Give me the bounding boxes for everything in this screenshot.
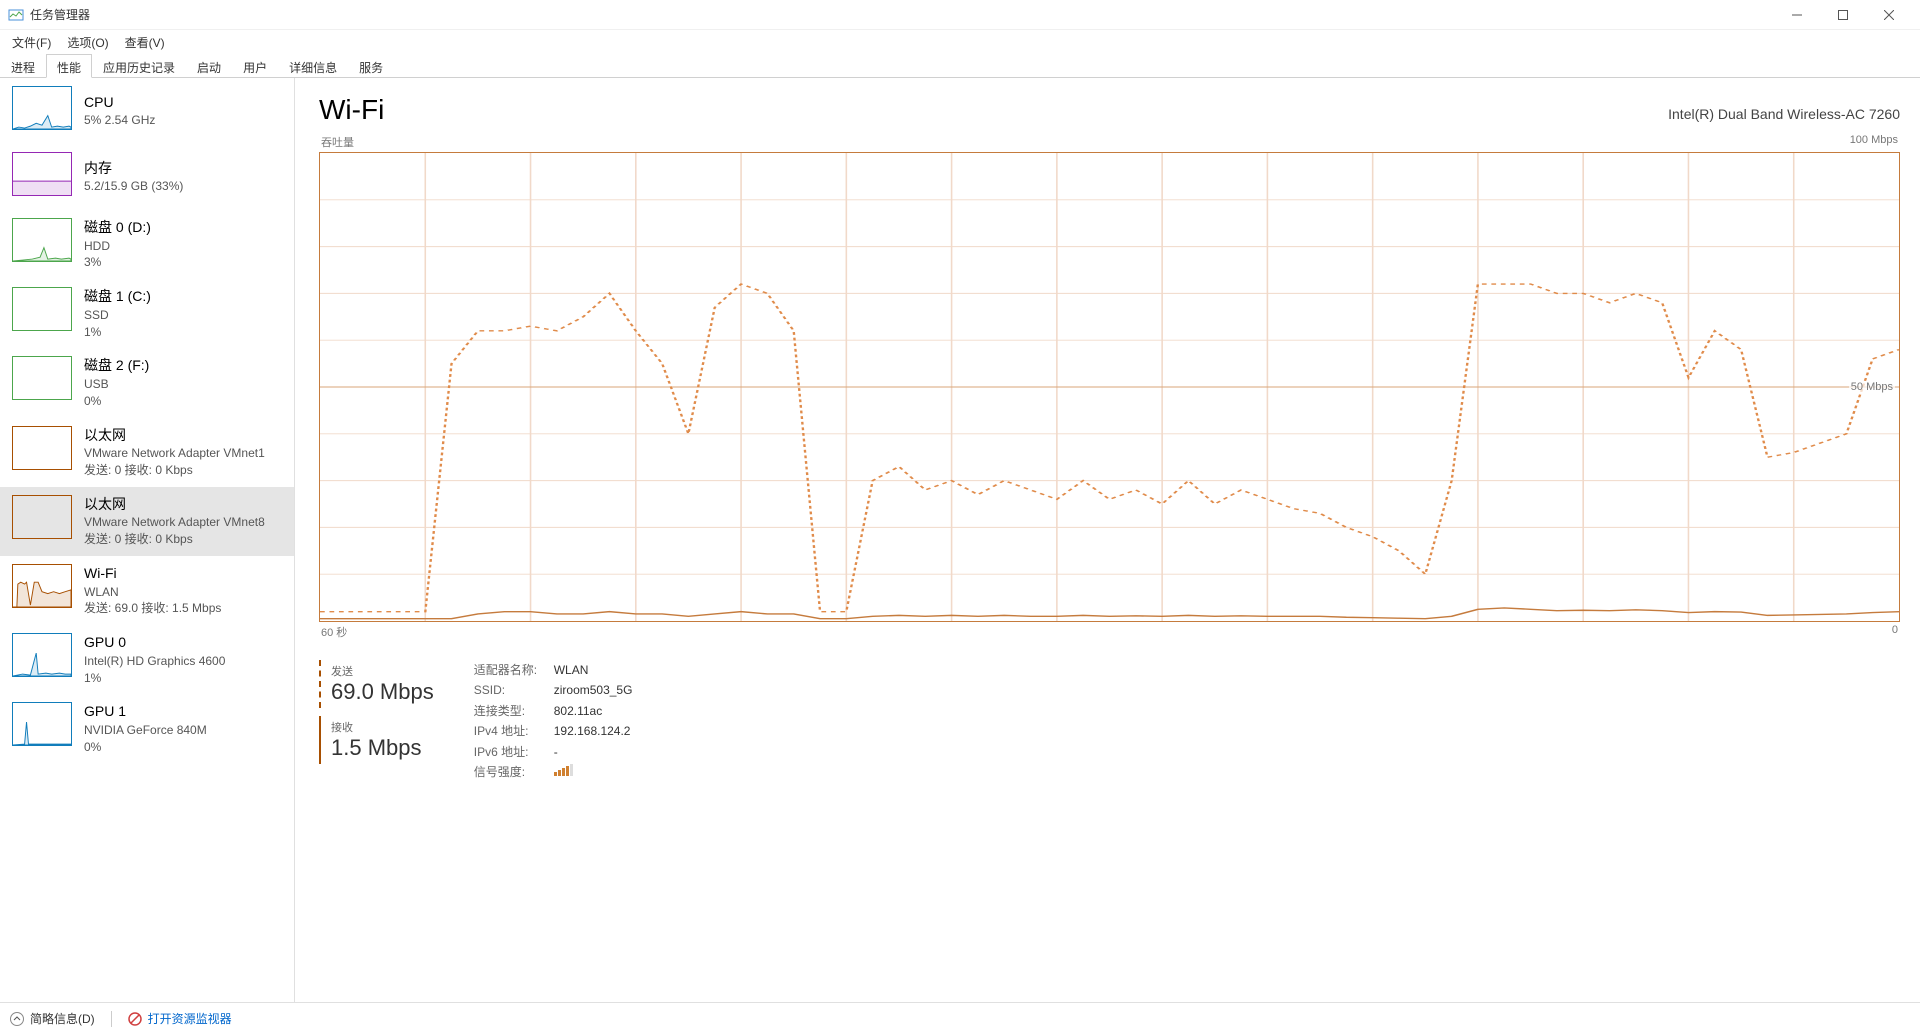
info-row: 适配器名称:WLAN <box>474 660 633 680</box>
sidebar-sub: VMware Network Adapter VMnet1 <box>84 445 265 462</box>
thumb-wifi <box>12 564 72 608</box>
maximize-button[interactable] <box>1820 0 1866 30</box>
tab-5[interactable]: 详细信息 <box>278 54 348 77</box>
metric-send-value: 69.0 Mbps <box>331 679 434 705</box>
sidebar-title: 内存 <box>84 159 183 179</box>
tab-4[interactable]: 用户 <box>232 54 278 77</box>
sidebar-sub: Intel(R) HD Graphics 4600 <box>84 653 225 670</box>
sidebar-title: 磁盘 0 (D:) <box>84 218 151 238</box>
sidebar-item-disk0[interactable]: 磁盘 0 (D:)HDD3% <box>0 210 294 279</box>
menu-item[interactable]: 查看(V) <box>117 32 173 53</box>
info-row: 连接类型:802.11ac <box>474 701 633 721</box>
sidebar-item-disk1[interactable]: 磁盘 1 (C:)SSD1% <box>0 279 294 348</box>
sidebar-sub: SSD <box>84 307 151 324</box>
performance-sidebar: CPU5% 2.54 GHz内存5.2/15.9 GB (33%)磁盘 0 (D… <box>0 78 295 1002</box>
footer: 简略信息(D) 打开资源监视器 <box>0 1002 1920 1034</box>
sidebar-title: GPU 0 <box>84 633 225 653</box>
chart-ylabel-left: 吞吐量 <box>321 134 354 150</box>
open-resmon-link[interactable]: 打开资源监视器 <box>128 1010 232 1027</box>
adapter-name: Intel(R) Dual Band Wireless-AC 7260 <box>1668 106 1900 122</box>
thumb-cpu <box>12 86 72 130</box>
sidebar-sub2: 1% <box>84 324 151 341</box>
sidebar-sub2: 发送: 69.0 接收: 1.5 Mbps <box>84 600 221 617</box>
main-panel: Wi-Fi Intel(R) Dual Band Wireless-AC 726… <box>295 78 1920 1002</box>
tab-2[interactable]: 应用历史记录 <box>92 54 186 77</box>
metric-send: 发送 69.0 Mbps <box>319 660 434 708</box>
sidebar-sub2: 发送: 0 接收: 0 Kbps <box>84 531 265 548</box>
menubar: 文件(F)选项(O)查看(V) <box>0 30 1920 54</box>
metric-recv-value: 1.5 Mbps <box>331 735 434 761</box>
info-row: 信号强度: <box>474 762 633 782</box>
close-button[interactable] <box>1866 0 1912 30</box>
thumb-gpu1 <box>12 702 72 746</box>
sidebar-item-eth8[interactable]: 以太网VMware Network Adapter VMnet8发送: 0 接收… <box>0 487 294 556</box>
metric-recv: 接收 1.5 Mbps <box>319 716 434 764</box>
chart-ylabel-right: 100 Mbps <box>1850 134 1898 150</box>
sidebar-item-eth1[interactable]: 以太网VMware Network Adapter VMnet1发送: 0 接收… <box>0 418 294 487</box>
sidebar-item-gpu0[interactable]: GPU 0Intel(R) HD Graphics 46001% <box>0 625 294 694</box>
sidebar-item-gpu1[interactable]: GPU 1NVIDIA GeForce 840M0% <box>0 694 294 763</box>
tabbar: 进程性能应用历史记录启动用户详细信息服务 <box>0 54 1920 78</box>
menu-item[interactable]: 文件(F) <box>4 32 59 53</box>
sidebar-title: 磁盘 2 (F:) <box>84 356 149 376</box>
metric-send-label: 发送 <box>331 663 434 679</box>
menu-item[interactable]: 选项(O) <box>59 32 116 53</box>
sidebar-title: 以太网 <box>84 495 265 515</box>
info-table: 适配器名称:WLANSSID:ziroom503_5G连接类型:802.11ac… <box>474 660 633 782</box>
resmon-icon <box>128 1012 142 1026</box>
throughput-chart: 吞吐量 100 Mbps 50 Mbps 60 秒 0 <box>319 134 1900 640</box>
tab-6[interactable]: 服务 <box>348 54 394 77</box>
minimize-button[interactable] <box>1774 0 1820 30</box>
sidebar-title: Wi-Fi <box>84 564 221 584</box>
thumb-disk2 <box>12 356 72 400</box>
info-row: IPv4 地址:192.168.124.2 <box>474 721 633 741</box>
chart-mid-label: 50 Mbps <box>1849 381 1895 393</box>
sidebar-sub: HDD <box>84 238 151 255</box>
sidebar-title: 以太网 <box>84 426 265 446</box>
chart-xlabel-left: 60 秒 <box>321 624 347 640</box>
info-row: IPv6 地址:- <box>474 742 633 762</box>
sidebar-sub: NVIDIA GeForce 840M <box>84 722 207 739</box>
thumb-eth8 <box>12 495 72 539</box>
sidebar-sub: WLAN <box>84 584 221 601</box>
thumb-gpu0 <box>12 633 72 677</box>
fewer-details-button[interactable]: 简略信息(D) <box>10 1010 95 1027</box>
main-title: Wi-Fi <box>319 94 384 126</box>
sidebar-title: 磁盘 1 (C:) <box>84 287 151 307</box>
sidebar-sub2: 1% <box>84 670 225 687</box>
tab-3[interactable]: 启动 <box>186 54 232 77</box>
sidebar-sub2: 0% <box>84 393 149 410</box>
sidebar-sub: 5% 2.54 GHz <box>84 112 155 129</box>
sidebar-item-cpu[interactable]: CPU5% 2.54 GHz <box>0 78 294 144</box>
sidebar-item-mem[interactable]: 内存5.2/15.9 GB (33%) <box>0 144 294 210</box>
sidebar-sub2: 发送: 0 接收: 0 Kbps <box>84 462 265 479</box>
sidebar-sub: USB <box>84 376 149 393</box>
sidebar-title: CPU <box>84 93 155 113</box>
sidebar-item-wifi[interactable]: Wi-FiWLAN发送: 69.0 接收: 1.5 Mbps <box>0 556 294 625</box>
sidebar-sub: 5.2/15.9 GB (33%) <box>84 178 183 195</box>
taskmgr-icon <box>8 7 24 23</box>
metric-recv-label: 接收 <box>331 719 434 735</box>
window-title: 任务管理器 <box>30 6 1774 23</box>
thumb-disk0 <box>12 218 72 262</box>
titlebar: 任务管理器 <box>0 0 1920 30</box>
sidebar-title: GPU 1 <box>84 702 207 722</box>
tab-1[interactable]: 性能 <box>46 54 92 78</box>
thumb-eth1 <box>12 426 72 470</box>
thumb-mem <box>12 152 72 196</box>
signal-icon <box>554 764 573 776</box>
chart-xlabel-right: 0 <box>1892 624 1898 640</box>
info-row: SSID:ziroom503_5G <box>474 680 633 700</box>
chevron-up-icon <box>10 1012 24 1026</box>
sidebar-sub: VMware Network Adapter VMnet8 <box>84 514 265 531</box>
sidebar-sub2: 0% <box>84 739 207 756</box>
sidebar-sub2: 3% <box>84 254 151 271</box>
tab-0[interactable]: 进程 <box>0 54 46 77</box>
thumb-disk1 <box>12 287 72 331</box>
sidebar-item-disk2[interactable]: 磁盘 2 (F:)USB0% <box>0 348 294 417</box>
